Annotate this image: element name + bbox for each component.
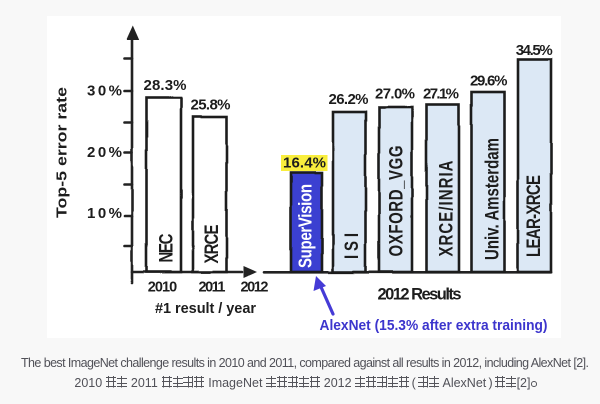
svg-text:27.1%: 27.1% bbox=[423, 86, 459, 103]
svg-text:25.8%: 25.8% bbox=[191, 97, 231, 114]
svg-text:2011: 2011 bbox=[199, 280, 226, 296]
svg-text:ISI: ISI bbox=[340, 233, 363, 259]
svg-text:16.4%: 16.4% bbox=[283, 155, 326, 172]
svg-text:20%: 20% bbox=[87, 144, 122, 161]
svg-text:XRCE/INRIA: XRCE/INRIA bbox=[434, 160, 457, 256]
svg-text:10%: 10% bbox=[87, 205, 122, 222]
svg-text:Univ. Amsterdam: Univ. Amsterdam bbox=[480, 138, 503, 260]
svg-text:27.0%: 27.0% bbox=[375, 86, 415, 103]
svg-text:34.5%: 34.5% bbox=[516, 42, 553, 59]
svg-text:28.3%: 28.3% bbox=[144, 77, 187, 94]
svg-text:2012: 2012 bbox=[241, 280, 269, 296]
svg-text:2010: 2010 bbox=[148, 280, 178, 296]
svg-text:SuperVision: SuperVision bbox=[295, 184, 316, 268]
svg-text:30%: 30% bbox=[87, 83, 122, 100]
svg-text:OXFORD_VGG: OXFORD_VGG bbox=[384, 146, 407, 257]
svg-text:2012 Results: 2012 Results bbox=[378, 286, 462, 304]
svg-text:29.6%: 29.6% bbox=[470, 73, 508, 90]
svg-text:XRCE: XRCE bbox=[200, 224, 223, 263]
svg-text:NEC: NEC bbox=[154, 233, 177, 262]
svg-text:#1 result / year: #1 result / year bbox=[155, 301, 256, 317]
svg-text:26.2%: 26.2% bbox=[329, 91, 369, 108]
svg-text:AlexNet (15.3% after extra tra: AlexNet (15.3% after extra training) bbox=[320, 317, 548, 334]
svg-text:LEAR-XRCE: LEAR-XRCE bbox=[522, 175, 545, 257]
svg-text:Top-5 error rate: Top-5 error rate bbox=[54, 87, 71, 218]
